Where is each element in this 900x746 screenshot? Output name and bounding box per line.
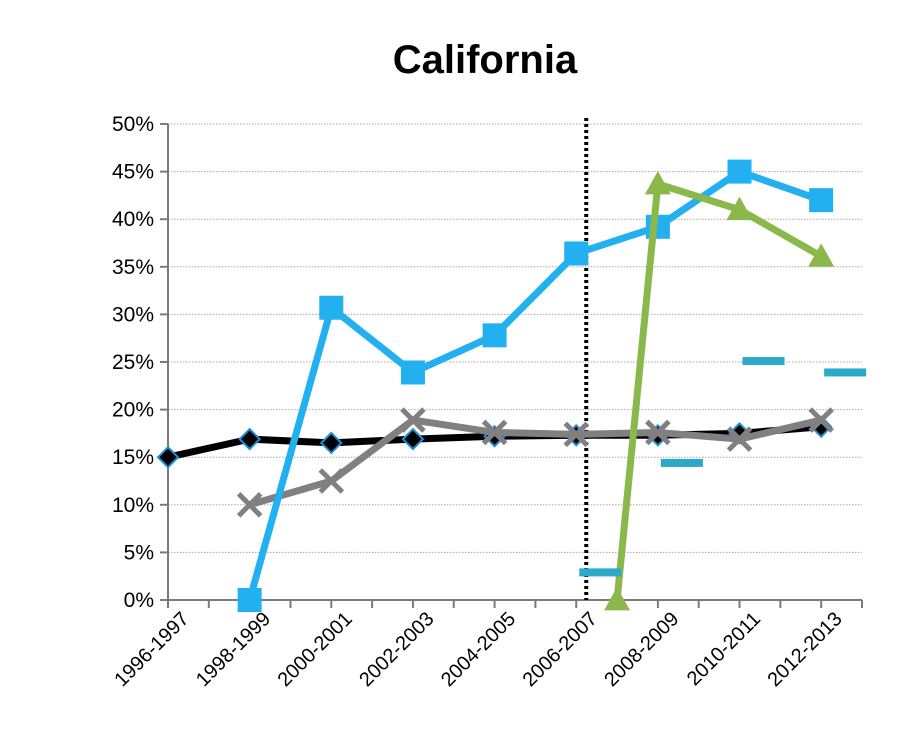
data-point-square bbox=[482, 323, 507, 348]
y-tick-label: 5% bbox=[124, 541, 154, 564]
data-point-diamond bbox=[319, 431, 343, 455]
data-point-square bbox=[400, 360, 425, 385]
data-point-square bbox=[564, 241, 589, 266]
y-tick-label: 50% bbox=[112, 113, 154, 136]
data-point-triangle bbox=[604, 587, 631, 611]
y-tick-label: 0% bbox=[124, 589, 154, 612]
data-point-x bbox=[808, 407, 834, 433]
series-line-3 bbox=[613, 180, 823, 601]
x-tick-label: 2008-2009 bbox=[600, 608, 683, 691]
series-line-1 bbox=[248, 416, 822, 509]
y-tick-label: 40% bbox=[112, 208, 154, 231]
data-point-diamond bbox=[238, 427, 262, 451]
data-point-dash bbox=[660, 458, 703, 467]
y-tick-label: 20% bbox=[112, 399, 154, 422]
data-point-dash bbox=[579, 568, 622, 577]
data-point-x bbox=[400, 407, 426, 433]
x-tick-label: 2004-2005 bbox=[437, 608, 520, 691]
data-point-square bbox=[727, 159, 752, 184]
data-point-triangle bbox=[644, 170, 671, 195]
y-tick-label: 35% bbox=[112, 256, 154, 279]
x-tick-label: 2012-2013 bbox=[764, 608, 847, 691]
x-tick-label: 1998-1999 bbox=[192, 608, 275, 691]
data-point-diamond bbox=[401, 427, 425, 451]
data-point-square bbox=[237, 588, 262, 612]
data-point-x bbox=[645, 419, 671, 446]
x-tick-label: 2000-2001 bbox=[274, 608, 357, 691]
x-tick-label: 2006-2007 bbox=[519, 608, 602, 691]
series-line-2 bbox=[246, 168, 823, 601]
data-point-square bbox=[319, 295, 344, 320]
data-point-x bbox=[318, 468, 345, 494]
chart-title: California bbox=[392, 38, 578, 82]
data-point-dash bbox=[742, 357, 785, 366]
data-point-triangle bbox=[808, 243, 835, 267]
x-tick-label: 2002-2003 bbox=[355, 608, 438, 691]
y-tick-label: 45% bbox=[112, 161, 154, 184]
x-tick-label: 2010-2011 bbox=[683, 608, 765, 690]
data-point-x bbox=[481, 419, 508, 446]
data-point-triangle bbox=[726, 196, 753, 221]
data-point-x bbox=[563, 421, 590, 448]
data-point-dash bbox=[824, 368, 867, 377]
data-point-diamond bbox=[156, 445, 180, 469]
data-point-x bbox=[726, 426, 753, 452]
data-point-x bbox=[236, 492, 263, 518]
y-tick-label: 15% bbox=[112, 446, 154, 469]
y-tick-label: 25% bbox=[112, 351, 154, 374]
y-tick-label: 10% bbox=[112, 494, 154, 517]
y-tick-label: 30% bbox=[112, 303, 154, 326]
data-point-square bbox=[809, 188, 834, 213]
x-tick-label: 1996-1997 bbox=[110, 608, 193, 691]
